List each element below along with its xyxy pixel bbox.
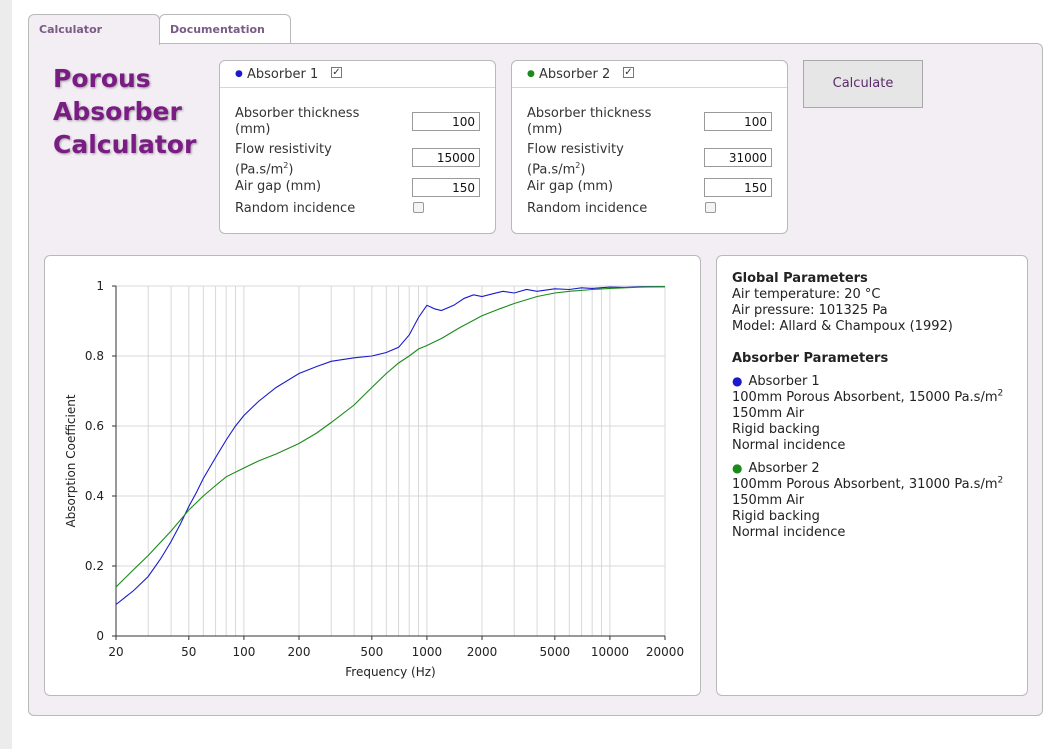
chart-axes bbox=[112, 285, 666, 640]
absorber-2-thickness-input[interactable] bbox=[704, 112, 772, 131]
absorber-2-airgap-input[interactable] bbox=[704, 178, 772, 197]
info-absorber-1-incidence: Normal incidence bbox=[732, 438, 846, 453]
y-tick-label: 1 bbox=[96, 279, 104, 293]
absorber-2-airgap-label: Air gap (mm) bbox=[527, 179, 614, 194]
absorber-2-thickness-label: Absorber thickness (mm) bbox=[527, 106, 652, 137]
x-tick-label: 2000 bbox=[467, 645, 498, 659]
absorber-2-random-label: Random incidence bbox=[527, 201, 648, 216]
chart-labels: 20 50 100 200 500 1000 2000 5000 10000 20000 0 0.2 0… bbox=[64, 279, 684, 679]
info-absorber-2-material: 100mm Porous Absorbent, 31000 Pa.s/m2 bbox=[732, 475, 1004, 492]
absorber-1-airgap-label: Air gap (mm) bbox=[235, 179, 322, 194]
absorber-1-thickness-label: Absorber thickness (mm) bbox=[235, 106, 360, 137]
left-page-strip bbox=[0, 0, 12, 749]
absorber-2-bullet-icon: ● bbox=[732, 461, 743, 475]
parameters-info-panel: Global Parameters Air temperature: 20 °C… bbox=[716, 255, 1028, 696]
absorber-1-title: Absorber 1 bbox=[247, 67, 319, 82]
tab-documentation[interactable]: Documentation bbox=[159, 14, 291, 44]
air-temperature-text: Air temperature: 20 °C bbox=[732, 287, 881, 302]
absorber-1-random-label: Random incidence bbox=[235, 201, 356, 216]
info-absorber-1-heading: ● Absorber 1 bbox=[732, 374, 820, 389]
chart-grid bbox=[116, 285, 666, 636]
absorber-2-enable-checkbox[interactable]: ✓ bbox=[623, 67, 634, 78]
x-tick-label: 20 bbox=[108, 645, 123, 659]
absorber-1-airgap-input[interactable] bbox=[412, 178, 480, 197]
x-tick-label: 20000 bbox=[646, 645, 684, 659]
info-absorber-2-heading: ● Absorber 2 bbox=[732, 461, 820, 476]
series-line-absorber-1 bbox=[115, 286, 665, 605]
info-absorber-1-backing: Rigid backing bbox=[732, 422, 820, 437]
info-absorber-2-backing: Rigid backing bbox=[732, 509, 820, 524]
absorber-1-random-checkbox[interactable] bbox=[413, 202, 424, 213]
info-absorber-2-incidence: Normal incidence bbox=[732, 525, 846, 540]
x-tick-label: 500 bbox=[360, 645, 383, 659]
x-axis-title: Frequency (Hz) bbox=[345, 665, 436, 679]
absorber-1-color-dot-icon: ● bbox=[235, 69, 243, 79]
absorber-2-color-dot-icon: ● bbox=[527, 69, 535, 79]
absorber-parameters-heading: Absorber Parameters bbox=[732, 351, 889, 366]
x-tick-label: 50 bbox=[181, 645, 196, 659]
absorber-1-enable-checkbox[interactable]: ✓ bbox=[331, 67, 342, 78]
air-pressure-text: Air pressure: 101325 Pa bbox=[732, 303, 888, 318]
absorber-1-panel: ● Absorber 1 ✓ Absorber thickness(mm) Fl… bbox=[219, 60, 496, 234]
app-title-line: Absorber bbox=[53, 97, 182, 126]
x-tick-label: 100 bbox=[232, 645, 255, 659]
tab-calculator[interactable]: Calculator bbox=[28, 14, 160, 45]
global-parameters-heading: Global Parameters bbox=[732, 271, 868, 286]
calculate-button[interactable]: Calculate bbox=[803, 60, 923, 108]
info-absorber-2-airgap: 150mm Air bbox=[732, 493, 805, 508]
model-text: Model: Allard & Champoux (1992) bbox=[732, 319, 953, 334]
info-absorber-1-material: 100mm Porous Absorbent, 15000 Pa.s/m2 bbox=[732, 388, 1004, 405]
y-axis-title: Absorption Coefficient bbox=[64, 394, 78, 527]
y-tick-label: 0 bbox=[96, 629, 104, 643]
absorber-2-resistivity-label: Flow resistivity (Pa.s/m2) bbox=[527, 142, 624, 178]
absorber-2-title: Absorber 2 bbox=[539, 67, 611, 82]
y-tick-label: 0.2 bbox=[85, 559, 104, 573]
x-tick-label: 200 bbox=[288, 645, 311, 659]
absorber-1-bullet-icon: ● bbox=[732, 374, 743, 388]
absorber-2-resistivity-input[interactable] bbox=[704, 148, 772, 167]
info-absorber-1-airgap: 150mm Air bbox=[732, 406, 805, 421]
absorber-2-header: ● Absorber 2 ✓ bbox=[512, 61, 787, 88]
absorption-chart-panel: 20 50 100 200 500 1000 2000 5000 10000 20000 0 0.2 0… bbox=[44, 255, 701, 696]
app-title-line: Porous bbox=[53, 64, 151, 93]
chart-series bbox=[115, 286, 666, 605]
absorber-2-random-checkbox[interactable] bbox=[705, 202, 716, 213]
x-tick-label: 1000 bbox=[412, 645, 443, 659]
app-title-line: Calculator bbox=[53, 130, 197, 159]
y-tick-label: 0.6 bbox=[85, 419, 104, 433]
absorber-1-resistivity-input[interactable] bbox=[412, 148, 480, 167]
x-tick-label: 5000 bbox=[540, 645, 571, 659]
absorber-1-thickness-input[interactable] bbox=[412, 112, 480, 131]
series-line-absorber-2 bbox=[115, 286, 666, 588]
y-tick-label: 0.4 bbox=[85, 489, 104, 503]
x-tick-label: 10000 bbox=[591, 645, 629, 659]
absorber-2-panel: ● Absorber 2 ✓ Absorber thickness(mm) Fl… bbox=[511, 60, 788, 234]
y-tick-label: 0.8 bbox=[85, 349, 104, 363]
app-title: Porous Absorber Calculator bbox=[53, 62, 196, 161]
absorption-chart: 20 50 100 200 500 1000 2000 5000 10000 20000 0 0.2 0… bbox=[64, 279, 684, 679]
absorber-1-header: ● Absorber 1 ✓ bbox=[220, 61, 495, 88]
absorber-1-resistivity-label: Flow resistivity (Pa.s/m2) bbox=[235, 142, 332, 178]
